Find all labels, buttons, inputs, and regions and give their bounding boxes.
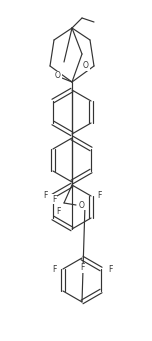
- Text: F: F: [80, 264, 84, 272]
- Text: F: F: [56, 207, 60, 216]
- Text: F: F: [108, 265, 112, 273]
- Text: F: F: [43, 192, 47, 201]
- Text: O: O: [55, 72, 61, 80]
- Text: F: F: [52, 265, 56, 273]
- Text: F: F: [97, 192, 101, 201]
- Text: O: O: [79, 201, 85, 209]
- Text: O: O: [83, 61, 89, 71]
- Text: F: F: [52, 194, 56, 204]
